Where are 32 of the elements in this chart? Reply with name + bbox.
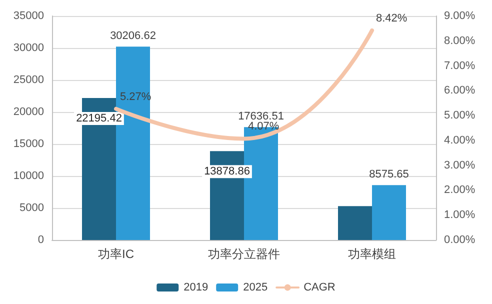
bar xyxy=(338,206,372,240)
y2-tick-label: 9.00% xyxy=(444,10,476,22)
data-label: 17636.51 xyxy=(238,110,284,123)
y2-tick-label: 8.00% xyxy=(444,34,476,47)
data-label: 22195.42 xyxy=(76,112,122,124)
y-tick-label: 30000 xyxy=(13,42,44,54)
y-tick-label: 35000 xyxy=(13,10,44,22)
x-tick-label: 功率模组 xyxy=(348,247,396,261)
y-tick-label: 5000 xyxy=(20,202,44,214)
y2-tick-label: 5.00% xyxy=(444,110,476,122)
legend-label: CAGR xyxy=(304,282,336,294)
data-label: 30206.62 xyxy=(110,30,156,42)
y2-tick-label: 2.00% xyxy=(444,184,476,196)
x-tick-label: 功率IC xyxy=(98,247,134,261)
y-tick-label: 10000 xyxy=(13,170,44,182)
y2-tick-label: 7.00% xyxy=(444,60,476,72)
legend-label: 2025 xyxy=(243,282,268,294)
y-tick-label: 25000 xyxy=(13,74,44,86)
y-tick-label: 20000 xyxy=(13,106,44,118)
legend-label: 2019 xyxy=(184,282,208,294)
x-tick-label: 功率分立器件 xyxy=(208,247,280,261)
data-label: 8.42% xyxy=(376,12,408,24)
y2-tick-label: 3.00% xyxy=(444,159,476,172)
y2-tick-label: 1.00% xyxy=(444,209,476,222)
data-label: 13878.86 xyxy=(204,166,250,178)
bar xyxy=(372,185,406,240)
y-tick-label: 15000 xyxy=(13,138,44,150)
y2-tick-label: 4.00% xyxy=(444,134,476,146)
y-tick-label: 0 xyxy=(38,234,44,246)
y2-tick-label: 6.00% xyxy=(444,84,476,97)
y2-tick-label: 0.00% xyxy=(444,234,476,246)
data-label: 8575.65 xyxy=(369,168,409,181)
